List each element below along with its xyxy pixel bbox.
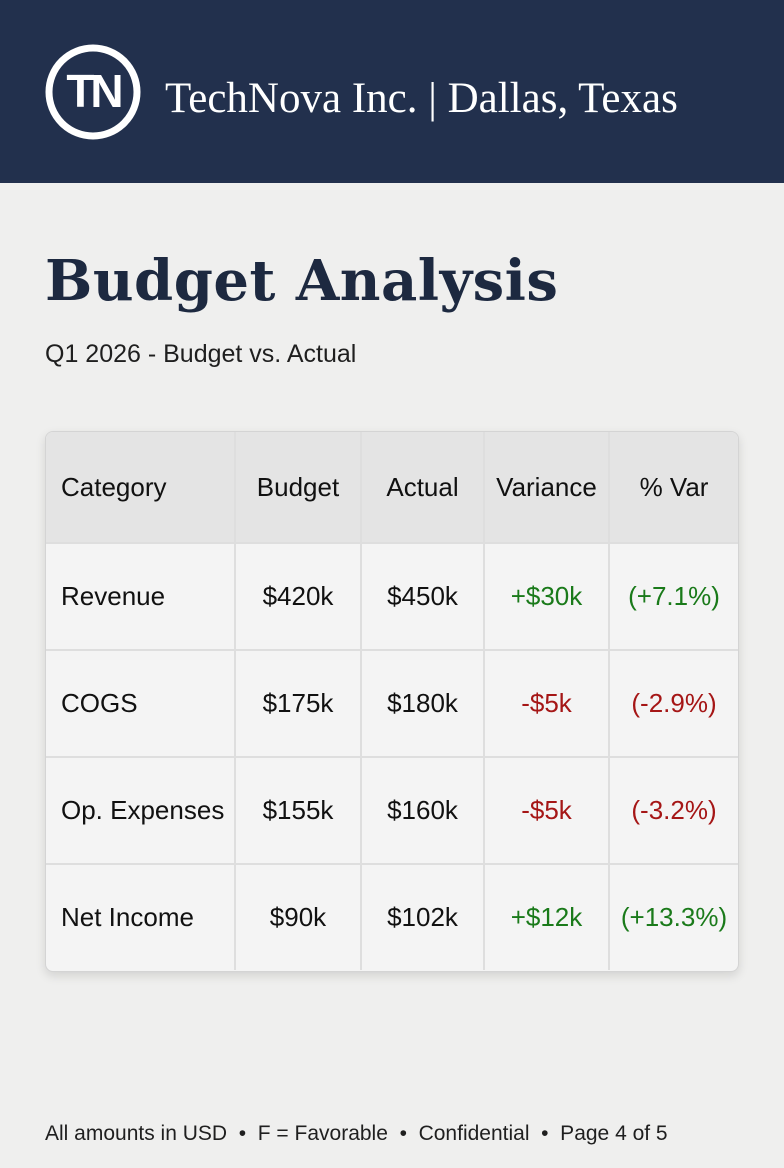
column-header: % Var	[639, 471, 709, 502]
page-title: Budget Analysis	[45, 248, 559, 314]
column-header: Variance	[485, 432, 610, 542]
table-cell: (-3.2%)	[631, 795, 717, 825]
table-cell: -$5k	[485, 758, 610, 863]
table-cell: Net Income	[46, 865, 236, 970]
table-cell: $180k	[362, 651, 485, 756]
logo-ring	[45, 44, 141, 140]
table-cell: $160k	[362, 758, 485, 863]
table-row: Net Income $90k $102k +$12k (+13.3%)	[46, 865, 738, 970]
column-header: Category	[46, 432, 236, 542]
table-cell: $420k	[236, 544, 362, 649]
table-cell: $155k	[236, 758, 362, 863]
table-cell: (+13.3%)	[620, 902, 728, 932]
table-row: Op. Expenses $155k $160k -$5k (-3.2%)	[46, 758, 738, 865]
column-header: Budget	[236, 432, 362, 542]
footer: All amounts in USD • F = Favorable • Con…	[45, 1122, 668, 1145]
table-cell: $450k	[362, 544, 485, 649]
subtitle: Q1 2026 - Budget vs. Actual	[45, 340, 357, 368]
header-row: Category Budget Actual Variance % Var	[46, 432, 738, 544]
table-row: Revenue $420k $450k +$30k (+7.1%)	[46, 544, 738, 651]
table-row: COGS $175k $180k -$5k (-2.9%)	[46, 651, 738, 758]
header-bar: TN TechNova Inc. | Dallas, Texas	[0, 0, 784, 183]
table-cell: $102k	[362, 865, 485, 970]
logo: TN	[45, 44, 141, 140]
table-cell: Op. Expenses	[46, 758, 236, 863]
table-cell: +$30k	[485, 544, 610, 649]
table-cell: (-2.9%)	[631, 688, 717, 718]
table-cell: +$12k	[485, 865, 610, 970]
table-cell: $175k	[236, 651, 362, 756]
table-cell: Revenue	[46, 544, 236, 649]
logo-text: TN	[66, 65, 121, 117]
table-cell: $90k	[236, 865, 362, 970]
column-header: Actual	[362, 432, 485, 542]
table-cell: COGS	[46, 651, 236, 756]
table-cell: -$5k	[485, 651, 610, 756]
table-cell: (+7.1%)	[628, 581, 720, 611]
budget-table: Category Budget Actual Variance % Var Revenue…	[45, 431, 739, 972]
company-name: TechNova Inc. | Dallas, Texas	[165, 75, 678, 122]
